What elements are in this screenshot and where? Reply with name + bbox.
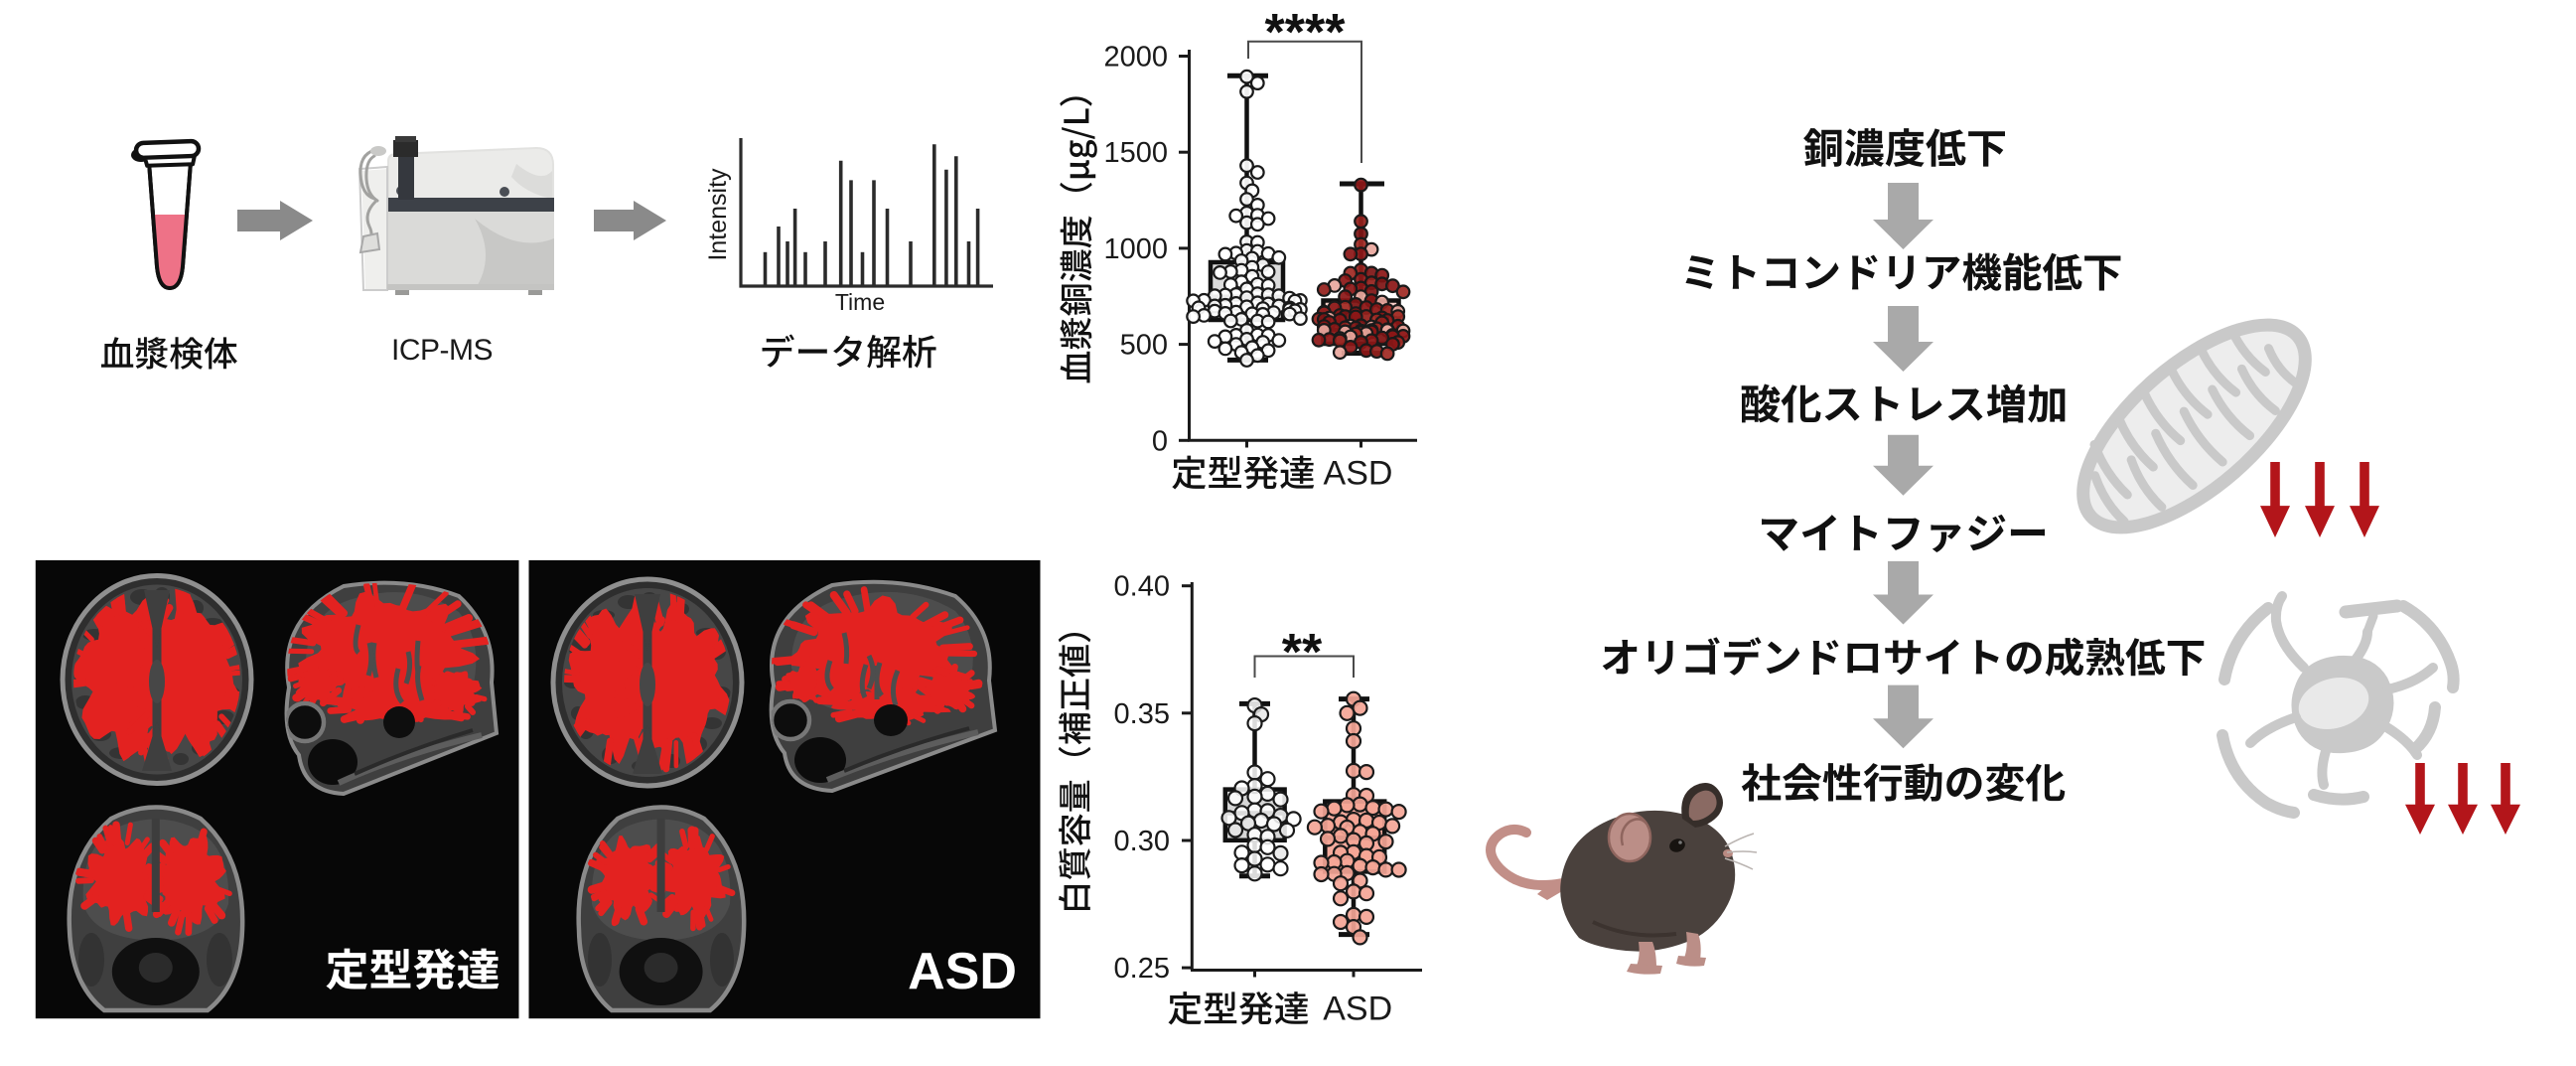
svg-text:ASD: ASD [908, 943, 1017, 1000]
svg-text:0: 0 [1152, 425, 1168, 457]
svg-text:Intensity: Intensity [704, 168, 732, 261]
svg-text:500: 500 [1120, 330, 1168, 362]
svg-text:****: **** [1265, 4, 1347, 62]
svg-text:**: ** [1282, 624, 1323, 682]
svg-text:Time: Time [835, 289, 885, 315]
svg-text:ICP-MS: ICP-MS [391, 334, 493, 367]
svg-text:2000: 2000 [1103, 42, 1168, 74]
svg-text:1000: 1000 [1103, 233, 1168, 265]
svg-text:0.25: 0.25 [1114, 953, 1170, 985]
svg-text:0.30: 0.30 [1114, 826, 1170, 857]
svg-text:ASD: ASD [1323, 990, 1392, 1028]
svg-text:ASD: ASD [1324, 455, 1393, 493]
svg-text:1500: 1500 [1103, 137, 1168, 169]
svg-text:0.40: 0.40 [1114, 571, 1170, 603]
svg-text:0.35: 0.35 [1114, 698, 1170, 730]
